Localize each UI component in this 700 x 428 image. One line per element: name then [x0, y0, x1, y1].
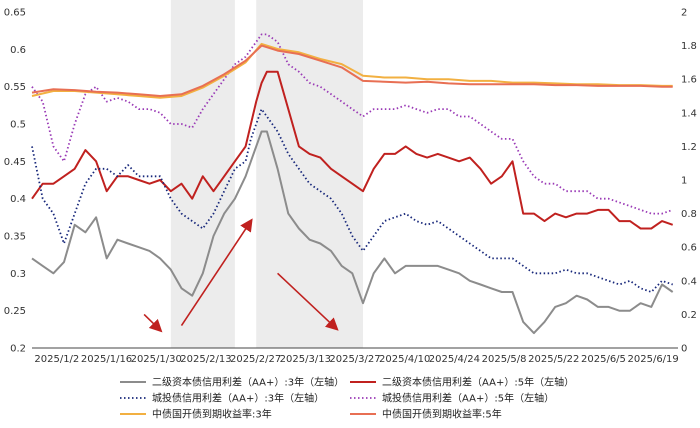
- right-axis-tick-label: 1.8: [681, 41, 697, 52]
- left-axis-tick-label: 0.25: [4, 306, 26, 317]
- x-axis-tick-label: 2025/5/22: [528, 354, 579, 365]
- trend-arrows: [143, 218, 339, 333]
- series-line-5: [31, 44, 673, 97]
- right-axis-tick-label: 1.4: [681, 108, 697, 119]
- legend-label-4: 中债国开债到期收益率:3年: [152, 408, 272, 421]
- x-axis-tick-label: 2025/1/2: [34, 354, 79, 365]
- series-line-1: [31, 70, 674, 230]
- left-axis-tick-label: 0.55: [4, 82, 26, 93]
- shaded-period-0: [170, 0, 235, 348]
- legend-label-5: 中债国开债到期收益率:5年: [382, 408, 502, 421]
- left-axis-tick-label: 0.3: [10, 269, 26, 280]
- right-axis-tick-label: 1: [681, 176, 687, 187]
- x-axis-tick-label: 2025/4/24: [429, 354, 480, 365]
- trend-arrow-0: [143, 313, 163, 333]
- x-axis-tick-label: 2025/1/30: [131, 354, 182, 365]
- legend-label-3: 城投债信用利差（AA+）:5年（左轴）: [382, 392, 554, 405]
- legend-label-2: 城投债信用利差（AA+）:3年（左轴）: [152, 392, 324, 405]
- left-axis-tick-label: 0.5: [10, 120, 26, 131]
- shaded-periods: [170, 0, 364, 348]
- right-axis-tick-label: 0.2: [681, 310, 697, 321]
- left-axis-tick-label: 0.2: [10, 344, 26, 355]
- shaded-period-1: [256, 0, 364, 348]
- x-axis-tick-label: 2025/2/13: [180, 354, 231, 365]
- x-axis-ticks: 2025/1/2 2025/1/162025/1/302025/2/132025/…: [34, 354, 678, 365]
- right-axis-ticks: 0 0.2 0.4 0.6 0.8 1 1.2 1.4 1.6 1.8 2: [681, 8, 697, 355]
- left-axis-ticks: 0.2 0.25 0.3 0.35 0.4 0.45 0.5 0.55 0.6 0.65: [4, 8, 26, 355]
- x-axis-tick-label: 2025/6/5: [581, 354, 626, 365]
- right-axis-tick-label: 0.6: [681, 243, 697, 254]
- legend-label-1: 二级资本债信用利差（AA+）:5年（左轴）: [382, 376, 574, 389]
- x-axis-tick-label: 2025/3/13: [280, 354, 331, 365]
- left-axis-tick-label: 0.4: [10, 194, 26, 205]
- x-axis-tick-label: 2025/4/10: [379, 354, 430, 365]
- right-axis-tick-label: 2: [681, 8, 687, 19]
- x-axis-tick-label: 2025/3/27: [329, 354, 380, 365]
- left-axis-tick-label: 0.45: [4, 157, 26, 168]
- trend-arrow-1: [180, 218, 253, 327]
- x-axis-tick-label: 2025/6/19: [628, 354, 679, 365]
- legend: 二级资本债信用利差（AA+）:3年（左轴） 二级资本债信用利差（AA+）:5年（左…: [120, 376, 574, 421]
- x-axis-tick-label: 2025/2/27: [230, 354, 281, 365]
- series-line-4: [31, 42, 673, 99]
- left-axis-tick-label: 0.6: [10, 45, 26, 56]
- right-axis-tick-label: 1.6: [681, 75, 697, 86]
- series-lines: [31, 33, 674, 335]
- x-axis-tick-label: 2025/5/8: [482, 354, 527, 365]
- left-axis-tick-label: 0.65: [4, 8, 26, 19]
- series-line-0: [31, 130, 674, 335]
- right-axis-tick-label: 0: [681, 344, 687, 355]
- trend-arrow-2: [277, 272, 339, 331]
- x-axis-tick-label: 2025/1/16: [81, 354, 132, 365]
- right-axis-tick-label: 0.4: [681, 276, 697, 287]
- right-axis-tick-label: 0.8: [681, 209, 697, 220]
- legend-label-0: 二级资本债信用利差（AA+）:3年（左轴）: [152, 376, 344, 389]
- left-axis-tick-label: 0.35: [4, 232, 26, 243]
- right-axis-tick-label: 1.2: [681, 142, 697, 153]
